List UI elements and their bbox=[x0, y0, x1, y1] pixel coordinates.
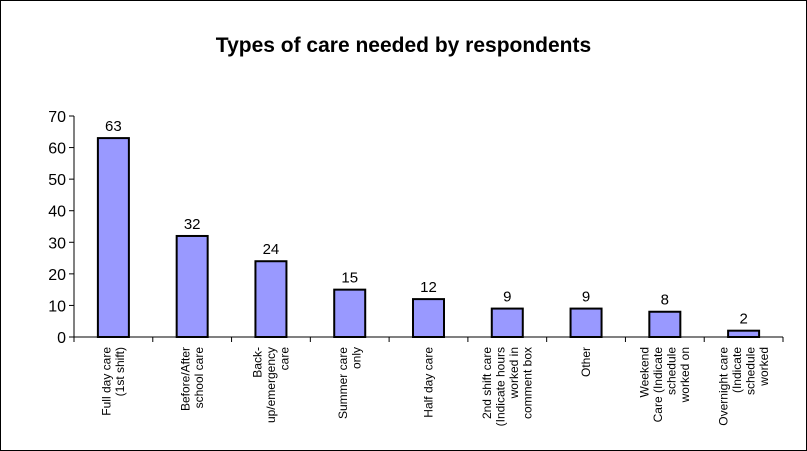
data-label: 8 bbox=[661, 292, 669, 309]
svg-text:Full day care(1st shift): Full day care(1st shift) bbox=[100, 347, 128, 416]
y-tick-label: 40 bbox=[48, 204, 66, 221]
category-label: Summer careonly bbox=[336, 347, 364, 419]
chart-title: Types of care needed by respondents bbox=[215, 34, 592, 57]
y-tick-label: 60 bbox=[48, 141, 66, 158]
svg-text:Half day care: Half day care bbox=[422, 347, 436, 418]
bar bbox=[490, 307, 524, 339]
bar bbox=[569, 307, 603, 339]
data-label: 32 bbox=[184, 216, 201, 233]
bar bbox=[648, 310, 682, 339]
bar bbox=[412, 298, 445, 339]
bar bbox=[96, 137, 130, 338]
category-label: Back-up/emergencycare bbox=[250, 347, 291, 423]
bar bbox=[727, 329, 761, 338]
bar bbox=[333, 288, 367, 338]
chart-axes: 0 10 20 30 40 50 60 70 bbox=[48, 109, 784, 347]
category-labels: Full day care(1st shift) Before/Afterscho… bbox=[100, 347, 771, 427]
category-label: Before/Afterschool care bbox=[178, 347, 206, 411]
bar bbox=[175, 234, 209, 339]
category-label: Half day care bbox=[422, 347, 436, 418]
y-tick-label: 70 bbox=[48, 109, 66, 126]
category-label: Other bbox=[579, 347, 593, 377]
category-label: 2nd shift care(Indicate hoursworked inco… bbox=[480, 347, 535, 427]
bar bbox=[254, 260, 288, 339]
y-tick-label: 20 bbox=[48, 267, 66, 284]
svg-text:Other: Other bbox=[579, 347, 593, 377]
data-label: 63 bbox=[105, 118, 122, 135]
category-label: Overnight care(Indicatescheduleworked bbox=[716, 347, 771, 426]
svg-text:Before/Afterschool care: Before/Afterschool care bbox=[178, 347, 206, 411]
svg-text:Summer careonly: Summer careonly bbox=[336, 347, 364, 419]
y-tick-label: 10 bbox=[48, 298, 66, 315]
data-label: 12 bbox=[420, 279, 437, 296]
bar-series bbox=[96, 137, 761, 339]
data-labels: 63 32 24 15 12 9 9 8 2 bbox=[105, 118, 748, 328]
y-tick-label: 0 bbox=[57, 330, 66, 347]
svg-text:Overnight care(Indicateschedul: Overnight care(Indicatescheduleworked bbox=[716, 347, 771, 426]
data-label: 15 bbox=[341, 270, 358, 287]
category-label: WeekendCare (Indicatescheduleworked on bbox=[638, 347, 693, 423]
svg-text:WeekendCare (Indicateschedulew: WeekendCare (Indicatescheduleworked on bbox=[638, 347, 693, 423]
data-label: 24 bbox=[263, 241, 280, 258]
svg-text:Back-up/emergencycare: Back-up/emergencycare bbox=[250, 347, 291, 423]
data-label: 2 bbox=[739, 311, 747, 328]
y-tick-label: 50 bbox=[48, 172, 66, 189]
y-tick-label: 30 bbox=[48, 235, 66, 252]
category-label: Full day care(1st shift) bbox=[100, 347, 128, 416]
data-label: 9 bbox=[503, 289, 511, 306]
svg-text:2nd shift care(Indicate hoursw: 2nd shift care(Indicate hoursworked inco… bbox=[480, 347, 535, 427]
data-label: 9 bbox=[582, 289, 590, 306]
